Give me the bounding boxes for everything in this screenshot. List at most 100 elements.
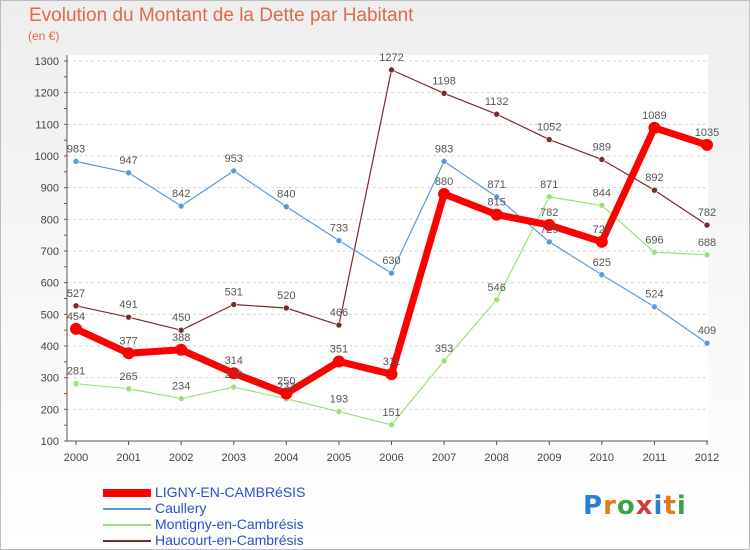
data-label: 1132 [485,96,509,108]
logo-letter: x [635,491,654,521]
data-point [332,355,345,368]
data-label: 1052 [537,122,561,134]
plot-area [67,55,708,441]
data-label: 353 [435,343,453,355]
data-label: 842 [172,188,190,200]
data-point [177,326,185,334]
data-label: 1089 [642,110,666,122]
data-label: 844 [593,187,611,199]
data-label: 871 [540,179,558,191]
data-label: 234 [172,381,190,393]
data-label: 1035 [695,127,719,139]
x-tick-label: 2002 [169,452,193,464]
data-label: 233 [277,381,295,393]
data-label: 840 [277,189,295,201]
data-label: 311 [383,356,401,368]
data-point [230,301,238,308]
data-point [72,380,80,387]
data-label: 265 [119,371,137,383]
data-point [177,202,185,210]
data-point [125,385,132,393]
x-tick-label: 2004 [274,452,298,464]
x-tick-label: 2008 [484,452,508,464]
data-point [648,121,661,134]
data-point [438,188,451,200]
x-tick-label: 2010 [590,452,614,464]
data-label: 281 [67,366,85,378]
data-label: 630 [382,255,400,267]
data-label: 314 [225,355,243,367]
data-point [175,343,188,356]
data-label: 733 [330,223,348,235]
data-label: 409 [698,325,716,337]
data-label: 351 [330,344,348,356]
data-label: 466 [330,307,348,319]
logo-letter: r [603,491,617,521]
legend-swatch [103,489,151,497]
y-tick-label: 1100 [35,119,59,131]
y-tick-label: 800 [41,214,59,226]
data-point [335,321,343,329]
data-label: 815 [487,197,505,209]
data-point [595,235,608,248]
data-point [280,387,293,400]
chart-title: Evolution du Montant de la Dette par Hab… [29,5,414,26]
data-label: 527 [67,288,85,300]
y-tick-label: 500 [41,309,59,321]
data-point [388,269,395,277]
x-tick-label: 2005 [327,452,351,464]
legend-label: LIGNY-EN-CAMBRéSIS [155,484,306,500]
y-tick-label: 1200 [35,88,59,100]
data-label: 450 [172,312,190,324]
data-point [651,248,658,256]
data-point [70,322,82,335]
data-point [703,221,711,229]
data-label: 782 [540,207,558,219]
y-tick-label: 900 [41,183,59,195]
data-label: 250 [277,376,295,388]
data-label: 524 [645,289,663,301]
proxiti-logo: Proxiti [583,491,687,521]
logo-letter: i [653,491,664,521]
data-label: 151 [382,407,400,419]
data-point [72,302,80,310]
data-label: 989 [593,141,611,153]
data-point [545,136,553,143]
y-tick-label: 700 [41,246,59,258]
y-tick-label: 1000 [35,151,59,163]
data-label: 729 [540,224,558,236]
y-tick-label: 300 [41,373,59,385]
data-point [72,158,80,165]
data-point [335,237,343,244]
logo-letter: o [616,491,636,521]
data-label: 520 [277,290,295,302]
x-tick-label: 2001 [116,452,140,464]
data-point [701,138,713,151]
data-label: 454 [67,311,85,323]
data-label: 531 [225,287,243,299]
x-tick-label: 2003 [222,452,246,464]
data-label: 491 [119,299,137,311]
data-label: 696 [645,234,663,246]
data-label: 546 [487,282,505,294]
data-point [651,303,658,311]
logo-letter: i [676,491,687,521]
y-tick-label: 1300 [35,56,59,68]
data-point [125,169,132,177]
data-label: 193 [330,394,348,406]
data-label: 871 [487,179,505,191]
data-label: 953 [225,153,243,165]
data-point [335,408,343,415]
legend-label: Caullery [155,500,207,516]
data-label: 1198 [432,75,456,87]
data-label: 892 [645,172,663,184]
data-label: 388 [172,332,190,344]
legend-swatch [103,540,151,542]
data-point [703,251,711,259]
data-point [493,110,500,118]
data-point [598,271,606,279]
data-label: 947 [119,155,137,167]
data-point [440,357,448,365]
data-point [230,383,238,391]
